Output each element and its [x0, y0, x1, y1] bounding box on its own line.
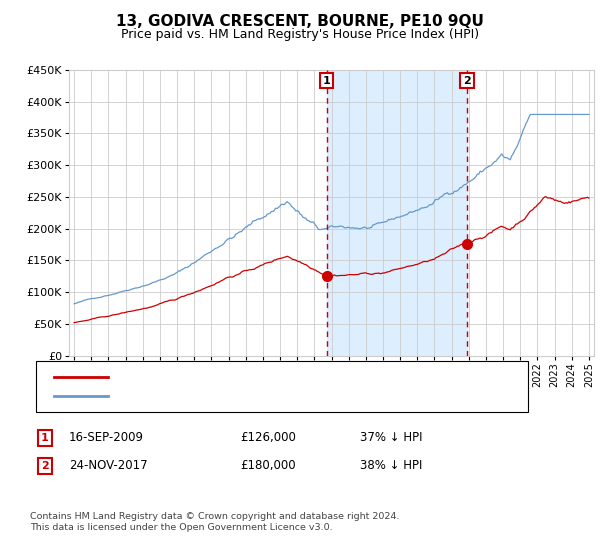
- Text: 38% ↓ HPI: 38% ↓ HPI: [360, 459, 422, 473]
- Bar: [326, 70, 467, 356]
- Text: 37% ↓ HPI: 37% ↓ HPI: [360, 431, 422, 445]
- Text: 2: 2: [463, 76, 471, 86]
- Text: 16-SEP-2009: 16-SEP-2009: [69, 431, 144, 445]
- Text: 1: 1: [41, 433, 49, 443]
- Text: 24-NOV-2017: 24-NOV-2017: [69, 459, 148, 473]
- Text: Price paid vs. HM Land Registry's House Price Index (HPI): Price paid vs. HM Land Registry's House …: [121, 28, 479, 41]
- Text: HPI: Average price, detached house, South Kesteven: HPI: Average price, detached house, Sout…: [114, 391, 407, 401]
- Text: £180,000: £180,000: [240, 459, 296, 473]
- Text: 1: 1: [323, 76, 331, 86]
- Text: £126,000: £126,000: [240, 431, 296, 445]
- Text: 13, GODIVA CRESCENT, BOURNE, PE10 9QU (detached house): 13, GODIVA CRESCENT, BOURNE, PE10 9QU (d…: [114, 372, 460, 382]
- Text: Contains HM Land Registry data © Crown copyright and database right 2024.
This d: Contains HM Land Registry data © Crown c…: [30, 512, 400, 532]
- Text: 2: 2: [41, 461, 49, 471]
- Text: 13, GODIVA CRESCENT, BOURNE, PE10 9QU: 13, GODIVA CRESCENT, BOURNE, PE10 9QU: [116, 14, 484, 29]
